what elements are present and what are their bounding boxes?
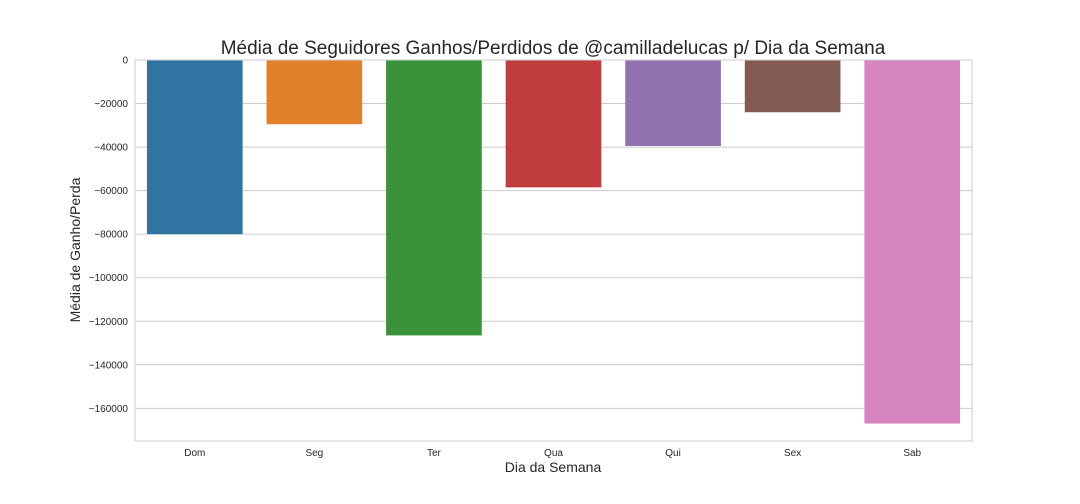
y-tick-label: −60000 [94, 186, 128, 197]
y-tick-label: −80000 [94, 230, 128, 241]
y-tick-label: −100000 [89, 273, 129, 284]
bar-sex [744, 60, 841, 113]
x-tick-label: Seg [305, 448, 323, 459]
y-tick-label: −140000 [89, 360, 129, 371]
x-tick-label: Qui [665, 448, 681, 459]
bar-qui [625, 60, 721, 146]
y-tick-label: −40000 [94, 143, 128, 154]
bar-ter [386, 60, 482, 336]
y-tick-label: −160000 [89, 404, 129, 415]
bar-sab [864, 60, 961, 424]
x-axis-ticks: Dom Seg Ter Qua Qui Sex Sab [184, 448, 921, 459]
x-tick-label: Sex [784, 448, 801, 459]
plot-frame [134, 59, 973, 442]
y-tick-label: 0 [122, 56, 128, 67]
bars [146, 60, 961, 424]
chart-title: Média de Seguidores Ganhos/Perdidos de @… [221, 38, 886, 59]
bar-seg [266, 60, 363, 125]
x-tick-label: Dom [184, 448, 205, 459]
y-axis-ticks: 0 −20000 −40000 −60000 −80000 −100000 −120000 −… [89, 56, 129, 415]
x-tick-label: Sab [903, 448, 921, 459]
y-tick-label: −120000 [89, 317, 129, 328]
bar-qua [505, 60, 602, 188]
x-tick-label: Qua [544, 448, 563, 459]
x-tick-label: Ter [427, 448, 442, 459]
x-axis-label: Dia da Semana [505, 459, 602, 475]
bar-dom [146, 60, 243, 235]
y-tick-label: −20000 [94, 99, 128, 110]
y-axis-label: Média de Ganho/Perda [67, 177, 83, 322]
